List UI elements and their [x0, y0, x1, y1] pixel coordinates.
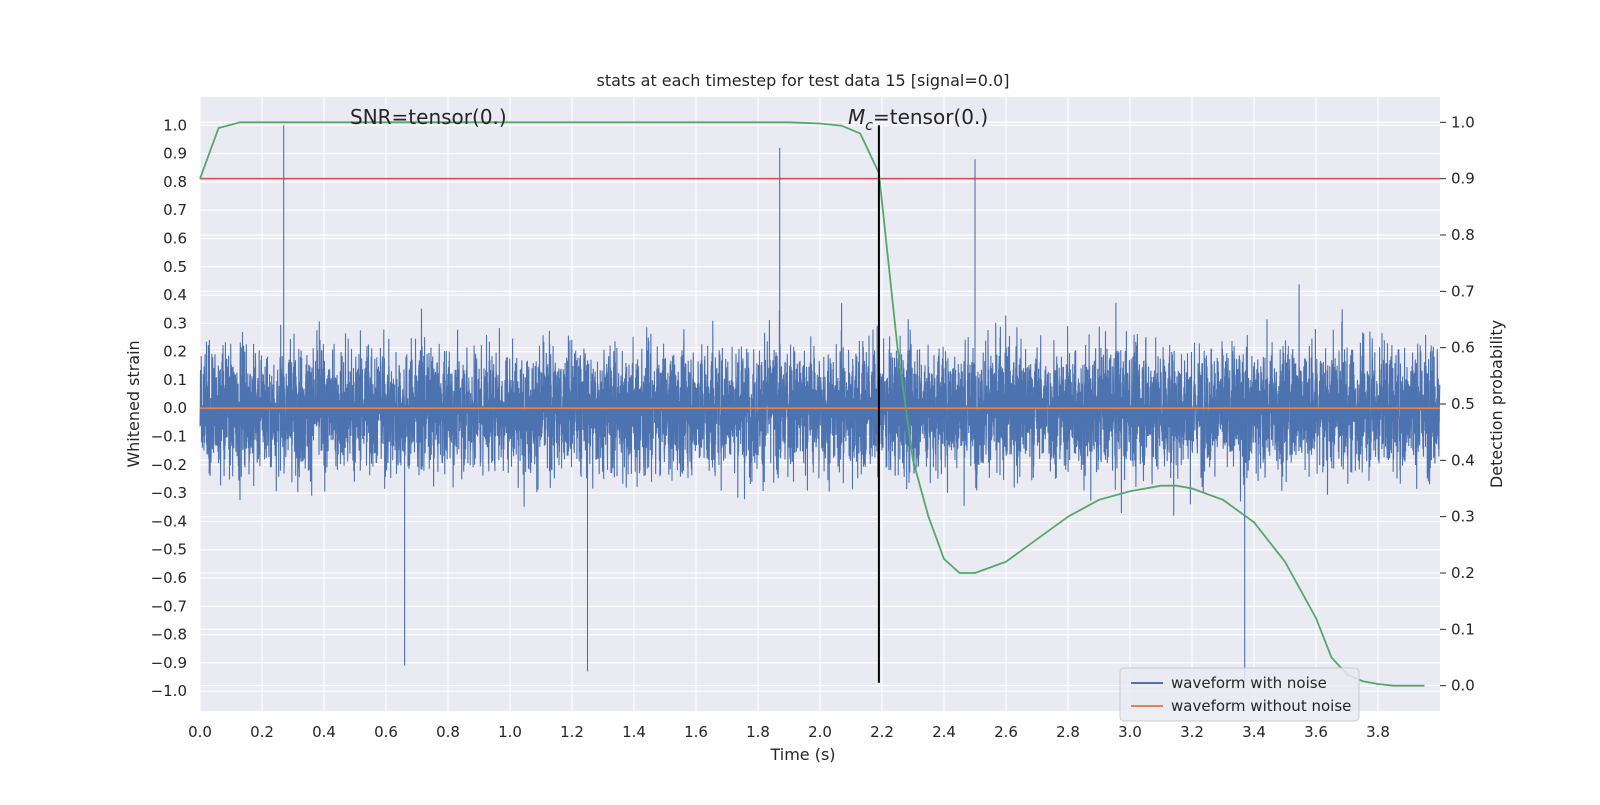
x-axis-label: Time (s) — [769, 745, 835, 764]
y2-tick-label: 0.8 — [1451, 226, 1475, 244]
mc-symbol: M — [848, 105, 865, 129]
y-tick-label: 0.6 — [163, 229, 187, 247]
x-tick-label: 0.8 — [436, 723, 460, 741]
y-tick-label: −0.2 — [151, 456, 187, 474]
x-tick-label: 1.8 — [746, 723, 770, 741]
y2-tick-label: 0.1 — [1451, 620, 1475, 638]
x-tick-label: 1.2 — [560, 723, 584, 741]
noise-waveform-line — [199, 125, 1441, 683]
y-tick-label: 0.9 — [163, 145, 187, 163]
legend: waveform with noise waveform without noi… — [1119, 667, 1360, 722]
series-layer — [199, 121, 1441, 687]
y-tick-label: −0.4 — [151, 512, 187, 530]
y-tick-label: −0.6 — [151, 569, 187, 587]
y-tick-label: 0.8 — [163, 173, 187, 191]
x-tick-label: 3.2 — [1180, 723, 1204, 741]
y-tick-label: −0.7 — [151, 597, 187, 615]
y2-tick-label: 0.5 — [1451, 395, 1475, 413]
x-tick-label: 3.8 — [1366, 723, 1390, 741]
y2-tick-label: 1.0 — [1451, 113, 1475, 131]
chart-title: stats at each timestep for test data 15 … — [597, 71, 1010, 90]
x-tick-label: 3.4 — [1242, 723, 1266, 741]
y-tick-label: 0.2 — [163, 343, 187, 361]
legend-label-clean: waveform without noise — [1171, 697, 1351, 715]
y2-tick-label: 0.9 — [1451, 170, 1475, 188]
y-tick-label: −0.9 — [151, 654, 187, 672]
y-tick-label: 0.7 — [163, 201, 187, 219]
x-tick-label: 2.4 — [932, 723, 956, 741]
x-tick-label: 2.8 — [1056, 723, 1080, 741]
snr-annotation: SNR=tensor(0.) — [350, 105, 507, 129]
y-tick-label: −0.1 — [151, 428, 187, 446]
mc-annotation: Mc=tensor(0.) — [848, 105, 988, 134]
y2-tick-label: 0.4 — [1451, 451, 1475, 469]
y2-tick-label: 0.2 — [1451, 564, 1475, 582]
y2-tick-label: 0.6 — [1451, 339, 1475, 357]
x-tick-label: 0.4 — [312, 723, 336, 741]
x-tick-label: 0.6 — [374, 723, 398, 741]
y-tick-label: 0.1 — [163, 371, 187, 389]
x-tick-label: 0.2 — [250, 723, 274, 741]
y-tick-label: −0.3 — [151, 484, 187, 502]
y-tick-label: 1.0 — [163, 116, 187, 134]
legend-label-noise: waveform with noise — [1171, 674, 1327, 692]
y2-tick-label: 0.3 — [1451, 508, 1475, 526]
y2-tick-label: 0.0 — [1451, 677, 1475, 695]
y-tick-label: −0.8 — [151, 626, 187, 644]
y2-axis-label: Detection probability — [1487, 320, 1506, 488]
mc-value: =tensor(0.) — [873, 105, 988, 129]
x-tick-label: 1.4 — [622, 723, 646, 741]
y2-tick-label: 0.7 — [1451, 282, 1475, 300]
x-tick-label: 1.0 — [498, 723, 522, 741]
x-tick-label: 2.0 — [808, 723, 832, 741]
y-tick-label: −0.5 — [151, 541, 187, 559]
y-axis-label: Whitened strain — [124, 340, 143, 467]
ticks-layer: 0.0 0.2 0.4 0.6 0.8 1.0 1.2 1.4 1.6 1.8 2.0 2.2 2.4 2… — [151, 113, 1475, 741]
detection-probability-line — [199, 121, 1425, 687]
x-tick-label: 3.0 — [1118, 723, 1142, 741]
y-tick-label: 0.5 — [163, 258, 187, 276]
x-tick-label: 2.2 — [870, 723, 894, 741]
y-tick-label: 0.0 — [163, 399, 187, 417]
x-tick-label: 0.0 — [188, 723, 212, 741]
mc-subscript: c — [865, 118, 873, 134]
x-tick-label: 2.6 — [994, 723, 1018, 741]
legend-frame — [1119, 667, 1360, 722]
x-tick-label: 3.6 — [1304, 723, 1328, 741]
y-tick-label: 0.3 — [163, 314, 187, 332]
x-tick-label: 1.6 — [684, 723, 708, 741]
y-tick-label: 0.4 — [163, 286, 187, 304]
y-tick-label: −1.0 — [151, 682, 187, 700]
